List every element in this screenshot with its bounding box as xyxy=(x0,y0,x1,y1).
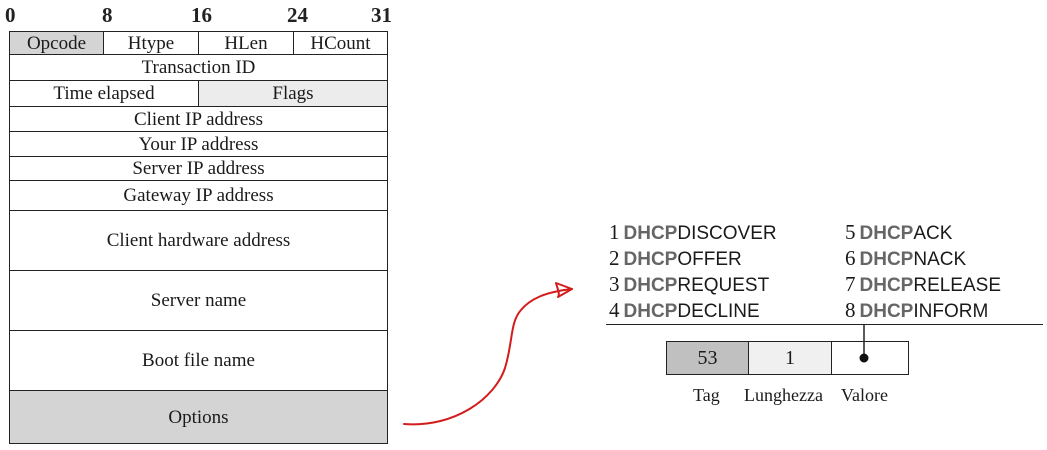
message-type-number: 7 xyxy=(845,272,856,296)
htype-field: Htype xyxy=(103,31,199,55)
message-type-item: 3 DHCPREQUEST xyxy=(609,272,777,298)
message-type-suffix: INFORM xyxy=(913,301,989,322)
option-tag-caption: Tag xyxy=(693,385,720,405)
message-type-list-right: 5 DHCPACK 6 DHCPNACK 7 DHCPRELEASE 8 DHCPINF… xyxy=(845,220,1001,324)
boot-file-name-field: Boot file name xyxy=(9,330,388,391)
bit-label-8: 8 xyxy=(102,3,113,27)
message-type-suffix: DECLINE xyxy=(677,301,760,322)
options-field: Options xyxy=(9,390,388,444)
flags-field: Flags xyxy=(198,80,388,107)
message-type-item: 4 DHCPDECLINE xyxy=(609,298,777,324)
message-type-suffix: OFFER xyxy=(677,249,742,270)
hlen-label: HLen xyxy=(224,32,268,54)
transaction-id-field: Transaction ID xyxy=(9,54,388,81)
bit-label-0: 0 xyxy=(5,3,16,27)
hlen-field: HLen xyxy=(198,31,294,55)
bit-label-16: 16 xyxy=(191,3,212,27)
message-type-item: 6 DHCPNACK xyxy=(845,246,1001,272)
options-label: Options xyxy=(168,406,229,428)
message-type-number: 3 xyxy=(609,272,620,296)
client-hardware-address-label: Client hardware address xyxy=(106,230,291,251)
client-ip-label: Client IP address xyxy=(133,108,264,130)
option-length-box: 1 xyxy=(748,341,832,375)
message-type-suffix: RELEASE xyxy=(913,275,1001,296)
boot-file-name-label: Boot file name xyxy=(142,350,255,371)
transaction-id-label: Transaction ID xyxy=(141,57,256,78)
message-type-suffix: NACK xyxy=(913,249,967,270)
server-ip-label: Server IP address xyxy=(132,158,265,179)
option-length-caption: Lunghezza xyxy=(744,385,823,405)
time-elapsed-field: Time elapsed xyxy=(9,80,199,107)
red-arrowhead xyxy=(555,282,573,298)
hcount-field: HCount xyxy=(293,31,388,55)
dhcp-prefix: DHCP xyxy=(859,275,914,296)
red-arrow-curve xyxy=(403,288,573,426)
option-tag-box: 53 xyxy=(666,341,749,375)
message-type-suffix: ACK xyxy=(913,223,953,244)
message-type-number: 1 xyxy=(609,220,620,244)
message-type-suffix: DISCOVER xyxy=(677,223,777,244)
bit-label-24: 24 xyxy=(287,3,308,27)
message-type-number: 5 xyxy=(845,220,856,244)
gateway-ip-label: Gateway IP address xyxy=(123,185,274,206)
dhcp-prefix: DHCP xyxy=(859,223,914,244)
option-length-value: 1 xyxy=(785,346,795,369)
client-ip-field: Client IP address xyxy=(9,106,388,132)
client-hardware-address-field: Client hardware address xyxy=(9,210,388,271)
message-type-item: 7 DHCPRELEASE xyxy=(845,272,1001,298)
option-value-caption: Valore xyxy=(841,385,888,405)
message-type-number: 2 xyxy=(609,246,620,270)
dhcp-prefix: DHCP xyxy=(623,275,678,296)
message-type-number: 6 xyxy=(845,246,856,270)
opcode-label: Opcode xyxy=(26,32,87,54)
hcount-label: HCount xyxy=(310,32,371,54)
dhcp-prefix: DHCP xyxy=(859,301,914,322)
htype-label: Htype xyxy=(127,32,175,54)
opcode-field: Opcode xyxy=(9,31,104,55)
option-value-box xyxy=(831,341,909,375)
message-type-number: 4 xyxy=(609,298,620,322)
message-type-suffix: REQUEST xyxy=(677,275,770,296)
gateway-ip-field: Gateway IP address xyxy=(9,180,388,211)
dhcp-prefix: DHCP xyxy=(623,249,678,270)
your-ip-field: Your IP address xyxy=(9,131,388,157)
message-type-item: 5 DHCPACK xyxy=(845,220,1001,246)
message-type-item: 2 DHCPOFFER xyxy=(609,246,777,272)
dhcp-prefix: DHCP xyxy=(859,249,914,270)
your-ip-label: Your IP address xyxy=(138,133,259,155)
time-elapsed-label: Time elapsed xyxy=(53,83,155,104)
message-type-item: 8 DHCPINFORM xyxy=(845,298,1001,324)
server-name-field: Server name xyxy=(9,270,388,331)
message-type-item: 1 DHCPDISCOVER xyxy=(609,220,777,246)
server-ip-field: Server IP address xyxy=(9,156,388,181)
message-type-number: 8 xyxy=(845,298,856,322)
bit-label-31: 31 xyxy=(371,3,392,27)
option-tag-value: 53 xyxy=(697,346,718,369)
legend-divider xyxy=(606,324,1043,325)
dhcp-prefix: DHCP xyxy=(623,301,678,322)
dhcp-packet-format-table: Opcode Htype HLen HCount Transaction ID … xyxy=(9,31,388,446)
dhcp-prefix: DHCP xyxy=(623,223,678,244)
server-name-label: Server name xyxy=(150,290,247,311)
flags-label: Flags xyxy=(272,83,314,104)
